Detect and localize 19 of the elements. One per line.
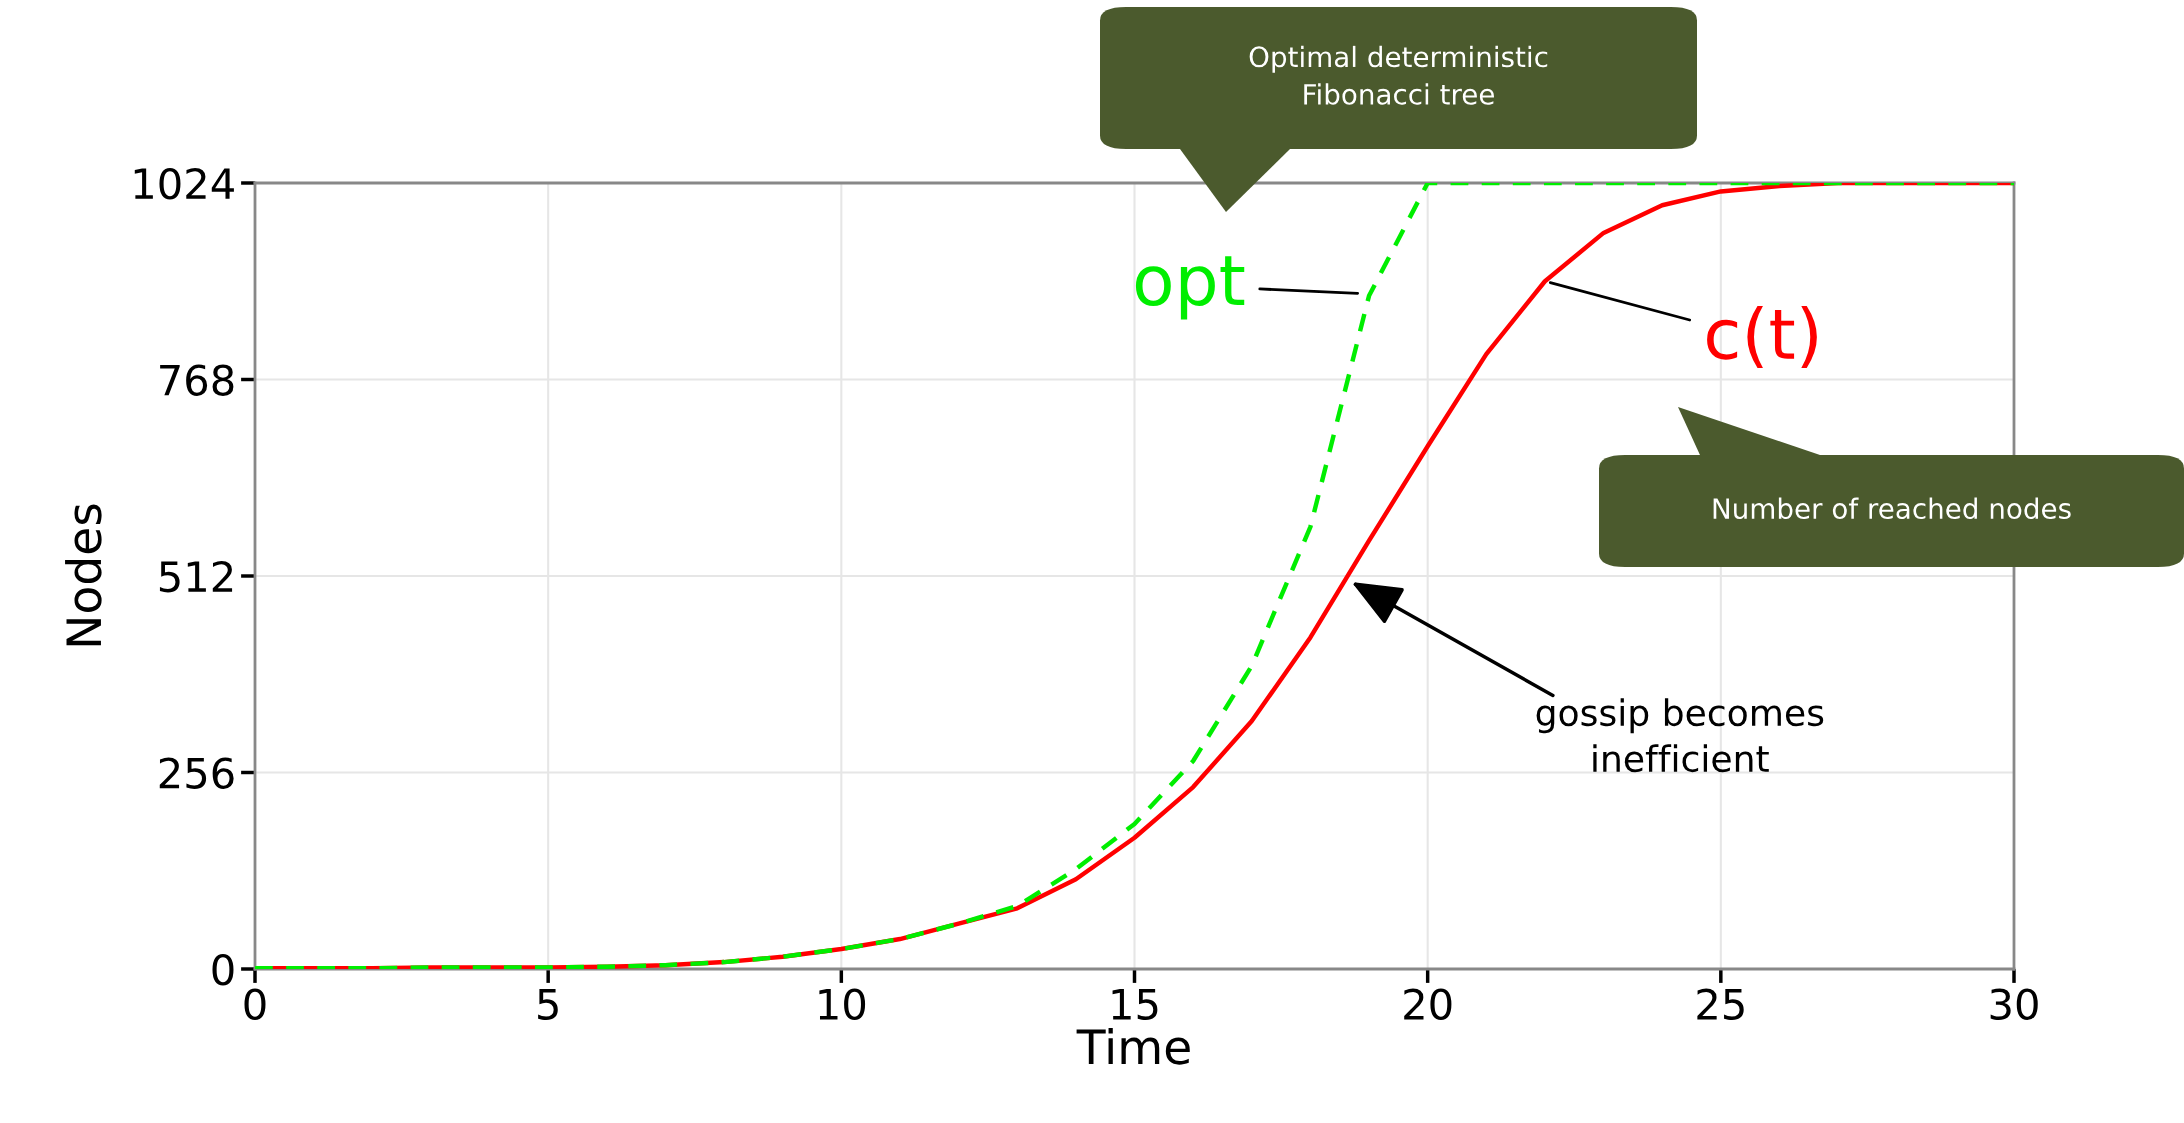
- x-tick-label: 30: [1990, 988, 2038, 1020]
- y-tick-label: 1024: [134, 167, 234, 200]
- y-tick-label: 768: [160, 364, 234, 396]
- series-label: opt: [1135, 256, 1245, 320]
- series-label: c(t): [1707, 306, 1817, 368]
- annotation: gossip becomes inefficient: [1536, 698, 1824, 773]
- x-axis-title: Time: [1076, 1028, 1190, 1065]
- x-tick-label: 0: [244, 988, 266, 1020]
- x-tick-label: 20: [1404, 988, 1452, 1020]
- y-axis-title: Nodes: [65, 504, 102, 646]
- x-tick-label: 10: [819, 988, 866, 1020]
- x-tick-label: 25: [1697, 988, 1744, 1020]
- x-tick-label: 15: [1112, 989, 1158, 1020]
- y-tick-label: 0: [212, 953, 234, 986]
- text: Optimal deterministic Fibonacci tree: [1249, 45, 1548, 105]
- x-tick-label: 5: [538, 989, 558, 1020]
- y-tick-label: 256: [159, 757, 234, 789]
- annotation: Number of reached nodes: [1713, 497, 2071, 520]
- y-tick-label: 512: [159, 560, 233, 593]
